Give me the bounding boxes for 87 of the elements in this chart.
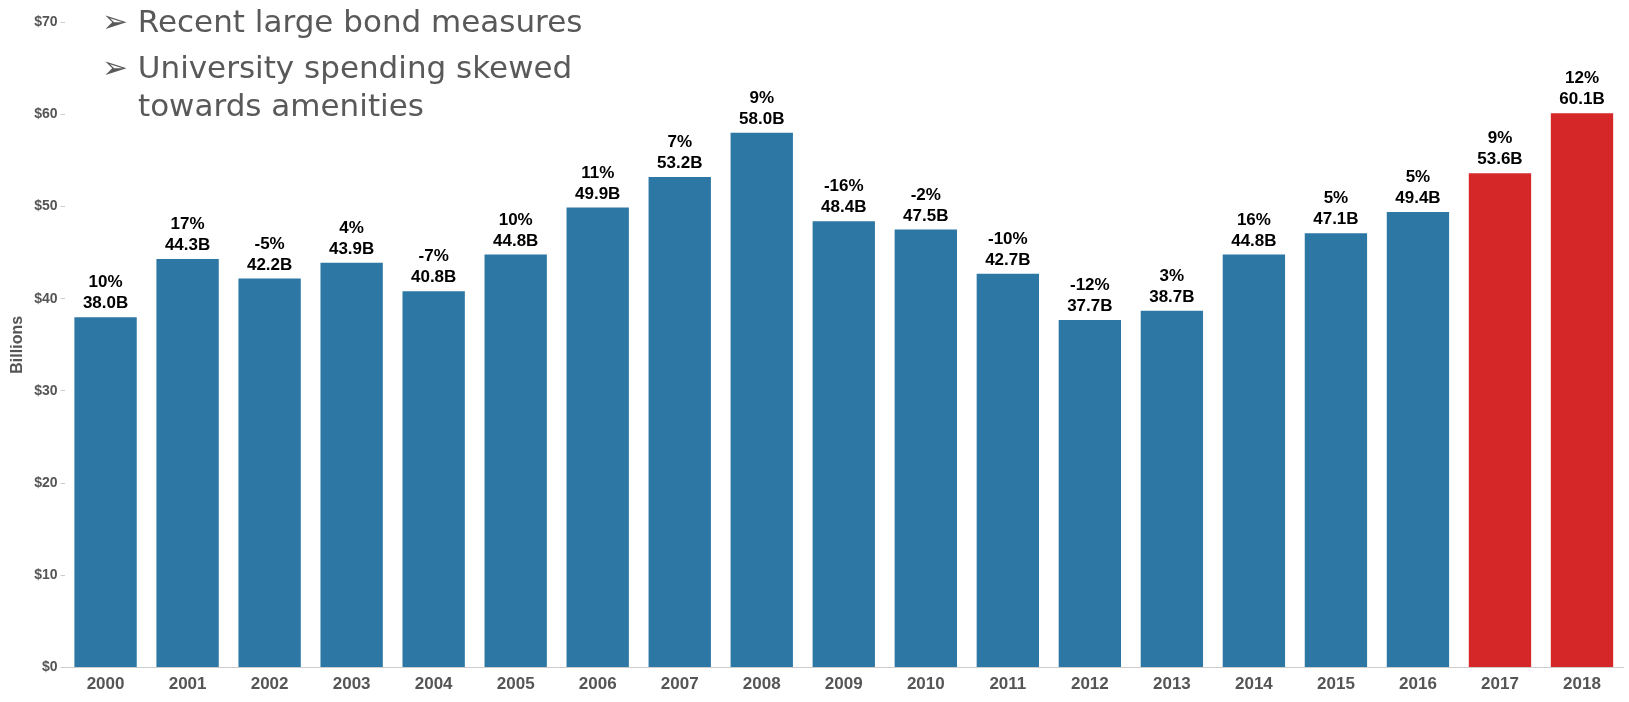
x-tick-label: 2011 xyxy=(989,674,1027,694)
annotation: 3% xyxy=(1159,265,1185,285)
annotation: 5% xyxy=(1405,167,1431,187)
bar xyxy=(976,273,1039,668)
bar xyxy=(402,291,465,668)
x-tick-label: 2006 xyxy=(578,674,617,694)
bar xyxy=(812,221,875,668)
x-tick-label: 2010 xyxy=(906,674,945,694)
annotation: 9% xyxy=(749,87,775,107)
data-label: 42.2B xyxy=(246,254,293,274)
annotation: -10% xyxy=(987,228,1028,248)
x-tick-label: 2002 xyxy=(250,674,289,694)
annotation: 17% xyxy=(170,214,205,234)
y-tick-label: $0 xyxy=(41,658,58,675)
bar xyxy=(1550,113,1614,668)
annotation: 7% xyxy=(667,132,693,152)
bar xyxy=(894,229,957,668)
x-tick-label: 2012 xyxy=(1070,674,1109,694)
annotation: -5% xyxy=(254,233,285,253)
bar xyxy=(1222,254,1286,668)
x-tick-label: 2004 xyxy=(414,674,454,694)
data-label: 37.7B xyxy=(1067,296,1113,316)
bar xyxy=(566,207,629,668)
y-tick-label: $70 xyxy=(34,12,58,29)
bar xyxy=(1304,233,1368,668)
annotation: 9% xyxy=(1487,128,1513,148)
annotation: -12% xyxy=(1070,275,1110,295)
y-tick-label: $10 xyxy=(34,566,58,583)
bar xyxy=(1058,319,1122,668)
bar xyxy=(1386,211,1450,668)
data-label: 53.2B xyxy=(657,153,703,173)
bar xyxy=(320,262,383,668)
data-label: 47.1B xyxy=(1313,209,1359,229)
data-label: 48.4B xyxy=(821,197,867,217)
data-label: 40.8B xyxy=(410,267,457,287)
data-label: 44.8B xyxy=(1231,230,1277,250)
x-tick-label: 2018 xyxy=(1563,674,1601,694)
data-label: 58.0B xyxy=(739,108,785,128)
annotation: 5% xyxy=(1323,188,1349,208)
annotation: 11% xyxy=(581,162,615,182)
x-tick-label: 2000 xyxy=(86,674,125,694)
x-tick-label: 2009 xyxy=(824,674,863,694)
bar xyxy=(730,132,793,668)
x-tick-label: 2016 xyxy=(1399,674,1437,694)
bar xyxy=(156,259,219,668)
data-label: 60.1B xyxy=(1559,89,1605,109)
data-label: 44.3B xyxy=(164,235,211,255)
data-label: 49.9B xyxy=(575,183,621,203)
data-label: 53.6B xyxy=(1477,149,1523,169)
annotation: 10% xyxy=(88,272,123,292)
data-label: 38.0B xyxy=(82,293,129,313)
x-tick-label: 2005 xyxy=(496,674,535,694)
y-tick-label: $60 xyxy=(34,105,58,122)
y-tick-label: $20 xyxy=(34,474,58,490)
x-tick-label: 2008 xyxy=(742,674,781,694)
x-tick-label: 2001 xyxy=(168,674,207,694)
x-tick-label: 2003 xyxy=(332,674,371,694)
data-label: 42.7B xyxy=(985,249,1031,269)
data-label: 47.5B xyxy=(903,205,949,225)
bar xyxy=(74,317,137,668)
bar xyxy=(1140,310,1204,668)
x-tick-label: 2007 xyxy=(660,674,699,694)
x-tick-label: 2017 xyxy=(1481,674,1519,694)
x-tick-label: 2014 xyxy=(1234,674,1274,694)
y-axis-title: Billions xyxy=(8,315,26,374)
y-tick-label: $50 xyxy=(34,197,58,214)
data-label: 38.7B xyxy=(1149,286,1195,306)
bar xyxy=(484,254,547,668)
annotation: -2% xyxy=(910,184,941,204)
x-tick-label: 2013 xyxy=(1152,674,1191,694)
annotation: 16% xyxy=(1236,209,1271,229)
bar xyxy=(238,278,301,668)
annotation: -7% xyxy=(418,246,449,266)
annotation: 12% xyxy=(1564,68,1599,88)
x-tick-label: 2015 xyxy=(1317,674,1355,694)
y-tick-label: $40 xyxy=(34,289,58,306)
annotation: 10% xyxy=(498,209,533,229)
bar xyxy=(648,176,711,668)
data-label: 49.4B xyxy=(1395,188,1441,208)
annotation: 4% xyxy=(339,217,364,237)
data-label: 43.9B xyxy=(328,238,375,258)
annotation: -16% xyxy=(823,176,864,196)
annotation: ➢ Recent large bond measures xyxy=(102,2,584,40)
annotation: ➢ University spending skewed towards amenities xyxy=(102,48,574,124)
bar xyxy=(1468,173,1532,668)
y-tick-label: $30 xyxy=(34,381,58,398)
data-label: 44.8B xyxy=(493,230,539,250)
